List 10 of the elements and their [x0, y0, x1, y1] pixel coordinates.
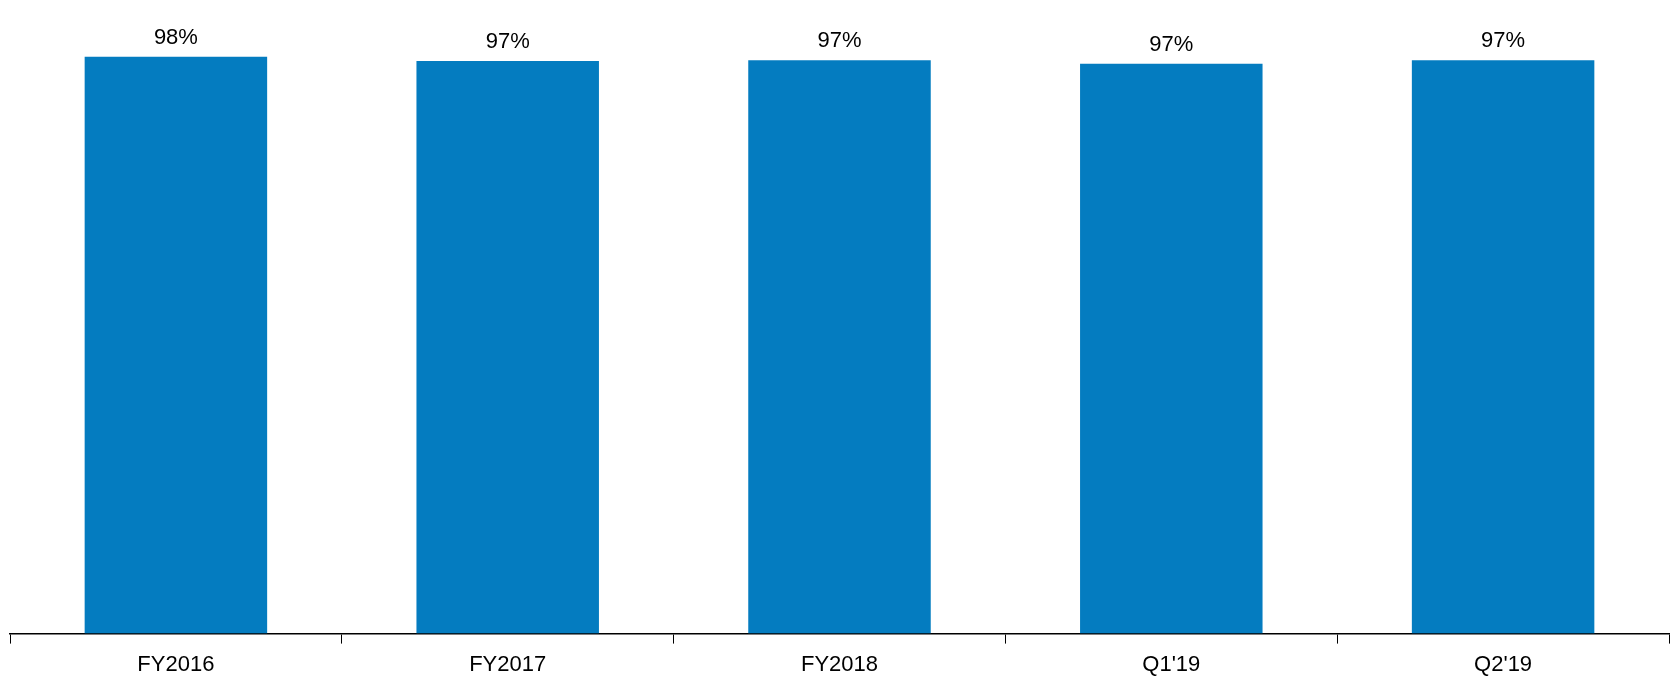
data-label: 97%	[485, 27, 530, 53]
x-tick-label: FY2016	[137, 650, 215, 676]
data-label: 97%	[1149, 30, 1194, 56]
data-label: 97%	[817, 27, 862, 53]
x-tick-label: Q1'19	[1142, 650, 1201, 676]
x-tick-label: Q2'19	[1474, 650, 1533, 676]
data-label: 97%	[1481, 27, 1526, 53]
data-label: 98%	[153, 23, 198, 49]
x-tick-label: FY2017	[469, 650, 547, 676]
x-tick-label: FY2018	[800, 650, 879, 676]
